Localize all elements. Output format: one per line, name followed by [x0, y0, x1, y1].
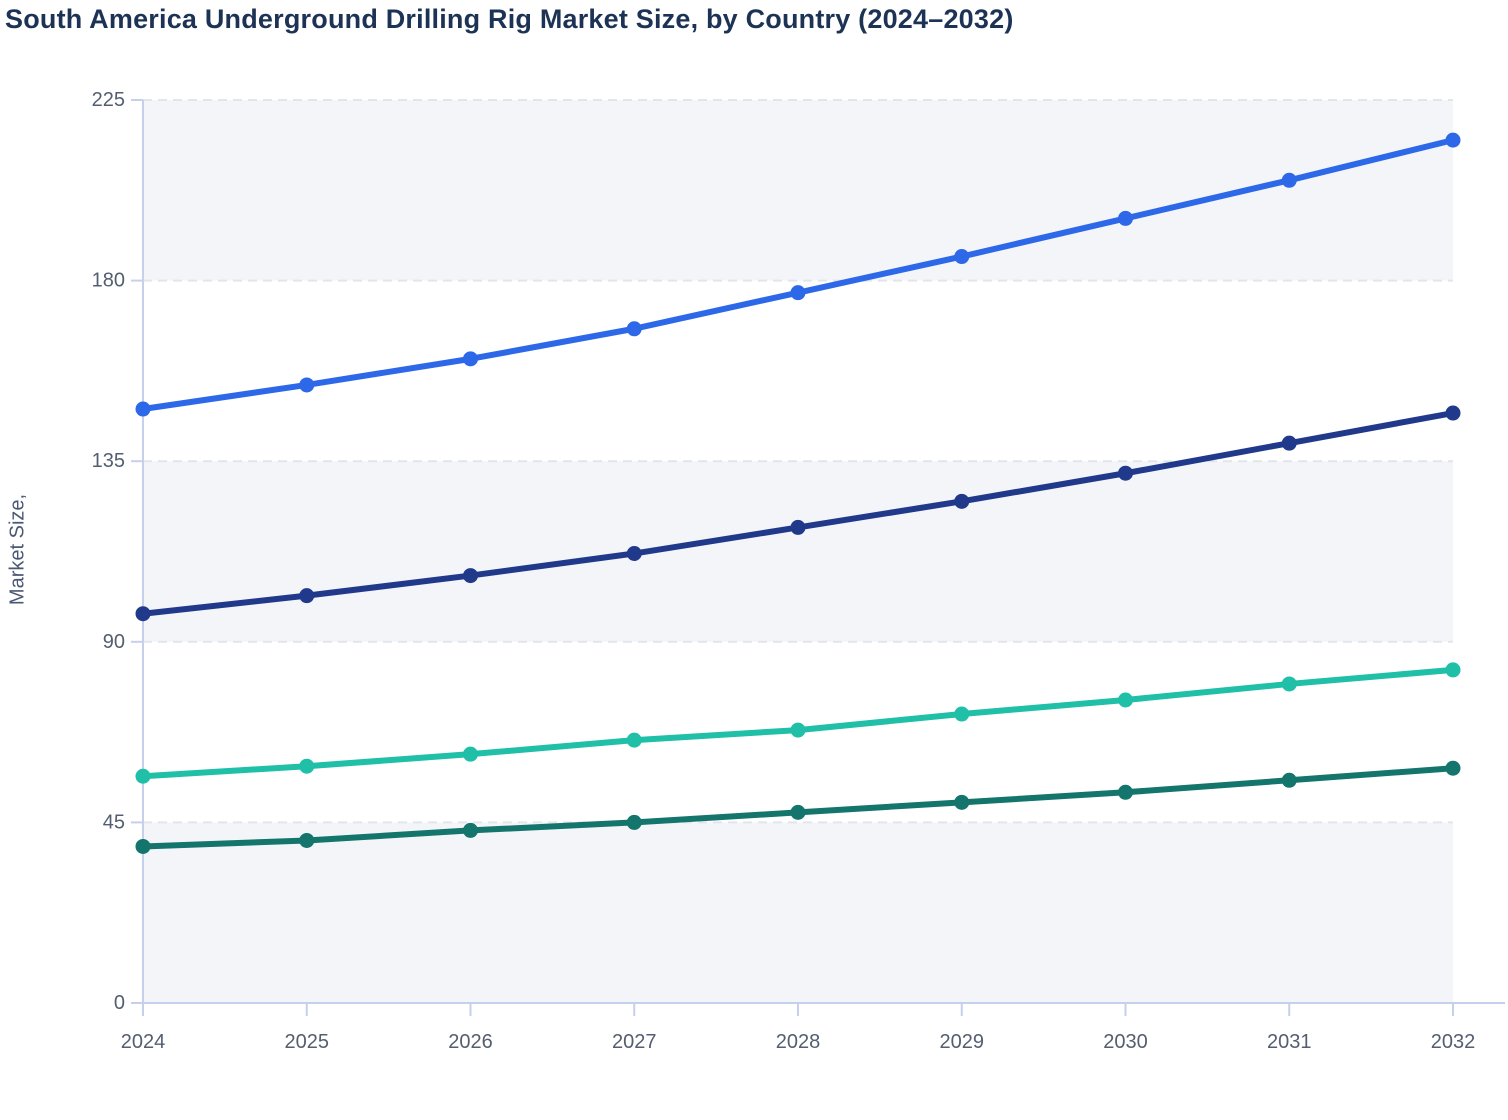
- data-point-dark-navy-2031[interactable]: [1281, 435, 1297, 451]
- data-point-teal-2026[interactable]: [463, 746, 478, 762]
- y-tick-label: 180: [92, 270, 125, 292]
- data-point-dark-navy-2027[interactable]: [626, 546, 642, 562]
- data-point-blue-2031[interactable]: [1281, 172, 1297, 188]
- data-point-blue-2029[interactable]: [954, 249, 970, 265]
- x-tick-label: 2025: [285, 1031, 330, 1053]
- data-point-blue-2028[interactable]: [790, 285, 806, 301]
- data-point-dark-teal-2026[interactable]: [463, 822, 478, 838]
- data-point-dark-navy-2028[interactable]: [790, 519, 806, 535]
- data-point-teal-2024[interactable]: [135, 768, 151, 784]
- x-tick-label: 2027: [612, 1031, 657, 1053]
- data-point-dark-teal-2029[interactable]: [954, 794, 970, 810]
- data-point-dark-teal-2025[interactable]: [299, 832, 315, 848]
- data-point-dark-teal-2030[interactable]: [1118, 784, 1133, 800]
- data-point-dark-teal-2031[interactable]: [1281, 772, 1297, 788]
- plot-band: [143, 461, 1453, 642]
- data-point-dark-navy-2024[interactable]: [135, 606, 151, 622]
- x-tick-label: 2024: [121, 1031, 166, 1053]
- x-tick-label: 2029: [940, 1031, 985, 1053]
- plot-band: [143, 822, 1453, 1003]
- data-point-teal-2025[interactable]: [299, 758, 315, 774]
- data-point-blue-2025[interactable]: [299, 377, 315, 393]
- data-point-dark-teal-2024[interactable]: [135, 838, 151, 854]
- data-point-dark-teal-2027[interactable]: [626, 814, 642, 830]
- data-point-teal-2032[interactable]: [1445, 662, 1461, 678]
- data-point-teal-2028[interactable]: [790, 722, 806, 738]
- data-point-teal-2031[interactable]: [1281, 676, 1297, 692]
- data-point-blue-2030[interactable]: [1118, 210, 1133, 226]
- data-point-dark-navy-2025[interactable]: [299, 588, 315, 604]
- data-point-blue-2026[interactable]: [463, 351, 478, 367]
- y-tick-label: 45: [103, 811, 125, 833]
- data-point-blue-2027[interactable]: [626, 321, 642, 337]
- data-point-teal-2029[interactable]: [954, 706, 970, 722]
- y-tick-label: 90: [103, 631, 125, 653]
- data-point-blue-2032[interactable]: [1445, 132, 1461, 148]
- x-tick-label: 2028: [776, 1031, 821, 1053]
- data-point-dark-teal-2028[interactable]: [790, 804, 806, 820]
- y-tick-label: 135: [92, 450, 125, 472]
- y-tick-label: 225: [92, 89, 125, 111]
- data-point-dark-navy-2026[interactable]: [463, 568, 478, 584]
- data-point-dark-navy-2029[interactable]: [954, 493, 970, 509]
- x-tick-label: 2030: [1103, 1031, 1148, 1053]
- x-tick-label: 2032: [1431, 1031, 1476, 1053]
- data-point-blue-2024[interactable]: [135, 401, 151, 417]
- data-point-dark-teal-2032[interactable]: [1445, 760, 1461, 776]
- y-tick-label: 0: [114, 992, 125, 1014]
- data-point-dark-navy-2032[interactable]: [1445, 405, 1461, 421]
- x-tick-label: 2031: [1267, 1031, 1312, 1053]
- data-point-dark-navy-2030[interactable]: [1118, 465, 1133, 481]
- data-point-teal-2030[interactable]: [1118, 692, 1133, 708]
- data-point-teal-2027[interactable]: [626, 732, 642, 748]
- x-tick-label: 2026: [448, 1031, 493, 1053]
- chart-title: South America Underground Drilling Rig M…: [5, 4, 1014, 34]
